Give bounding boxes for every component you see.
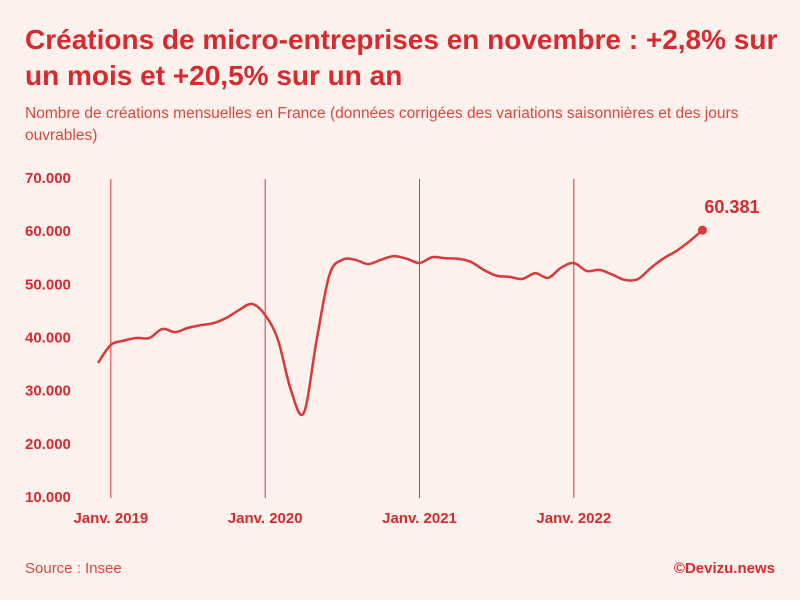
x-tick-label: Janv. 2022 — [536, 510, 611, 527]
y-tick-label: 60.000 — [25, 223, 71, 240]
y-tick-label: 70.000 — [25, 170, 71, 187]
chart-subtitle: Nombre de créations mensuelles en France… — [25, 105, 739, 144]
value-label: 60.381 — [704, 197, 759, 217]
chart-title: Créations de micro-entreprises en novemb… — [25, 24, 778, 91]
y-tick-label: 30.000 — [25, 383, 71, 400]
y-tick-label: 40.000 — [25, 329, 71, 346]
end-point — [697, 225, 707, 235]
x-tick-label: Janv. 2019 — [73, 510, 148, 527]
y-tick-label: 10.000 — [25, 489, 71, 506]
x-tick-label: Janv. 2021 — [382, 510, 457, 527]
credit: ©Devizu.news — [673, 560, 775, 577]
line — [96, 229, 704, 417]
y-tick-label: 50.000 — [25, 276, 71, 293]
y-tick-label: 20.000 — [25, 436, 71, 453]
source: Source : Insee — [25, 560, 122, 577]
x-tick-label: Janv. 2020 — [228, 510, 303, 527]
